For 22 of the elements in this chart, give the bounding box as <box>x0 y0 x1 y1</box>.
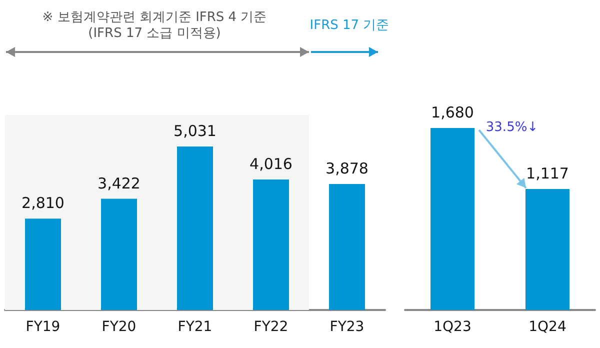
bar <box>253 179 289 310</box>
x-tick-label: 1Q23 <box>434 319 472 335</box>
bar <box>101 198 137 310</box>
x-tick-label: FY20 <box>102 319 136 335</box>
bar <box>329 184 365 310</box>
x-tick-label: FY19 <box>26 319 60 335</box>
x-tick-label: FY22 <box>254 319 288 335</box>
x-tick-label: FY21 <box>178 319 212 335</box>
data-label: 3,422 <box>98 174 140 192</box>
x-tick-label: 1Q24 <box>528 319 566 335</box>
data-label: 3,878 <box>326 159 368 178</box>
bar <box>25 218 61 310</box>
annotation: 33.5%↓ <box>484 120 540 136</box>
data-label: 4,016 <box>250 154 292 173</box>
data-label: 1,117 <box>526 164 569 182</box>
data-label: 5,031 <box>174 122 216 140</box>
text: IFRS 17 기준 <box>309 18 390 34</box>
x-tick-label: FY23 <box>330 319 364 335</box>
data-label: 2,810 <box>22 194 64 212</box>
bar <box>177 146 213 310</box>
text: ※ 보험계약관련 회계기준 IFRS 4 기준 (IFRS 17 소급 미적용) <box>41 10 268 42</box>
data-label: 1,680 <box>431 104 474 122</box>
